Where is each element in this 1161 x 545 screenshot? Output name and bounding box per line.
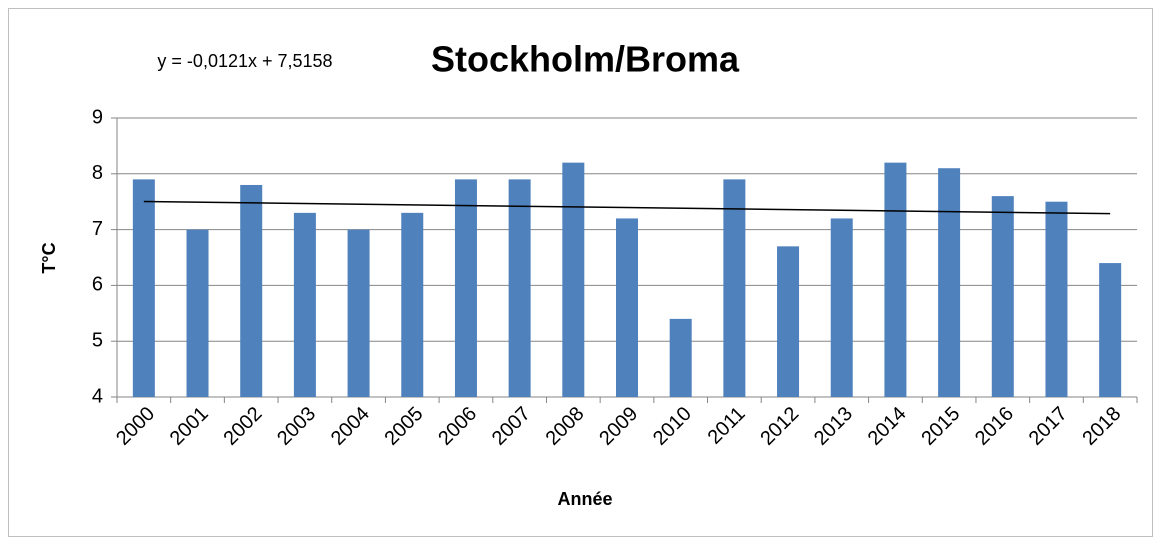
bar [132, 179, 155, 397]
chart-title: Stockholm/Broma [431, 39, 740, 80]
bar [777, 246, 800, 397]
bar [454, 179, 477, 397]
bar [293, 212, 316, 397]
bar [186, 229, 209, 397]
bar [616, 218, 638, 397]
bar [830, 218, 853, 397]
bar [723, 179, 746, 397]
y-tick-label: 6 [92, 274, 103, 296]
trendline-equation: y = -0,0121x + 7,5158 [157, 51, 332, 71]
y-tick-label: 5 [92, 329, 103, 351]
bar [991, 196, 1014, 397]
y-axis-label: T°C [39, 242, 59, 273]
bar [1045, 201, 1068, 397]
bar [508, 179, 531, 397]
bar [884, 162, 907, 397]
bar [938, 168, 961, 397]
bar [347, 229, 370, 397]
bar [1099, 263, 1122, 397]
y-tick-label: 8 [92, 162, 103, 184]
bar [240, 184, 263, 397]
x-axis-label: Année [557, 489, 612, 509]
bar [401, 212, 424, 397]
bar [669, 318, 692, 397]
y-tick-label: 9 [92, 106, 103, 128]
bar [562, 162, 585, 397]
y-tick-label: 4 [92, 385, 103, 407]
y-tick-label: 7 [92, 218, 103, 240]
trendline [143, 200, 1111, 215]
